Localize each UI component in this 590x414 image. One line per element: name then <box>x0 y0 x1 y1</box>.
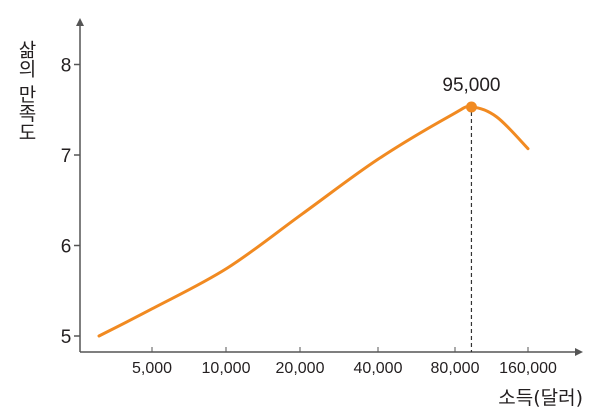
series-line <box>97 105 530 338</box>
peak-point <box>465 101 477 113</box>
x-tick-label: 10,000 <box>202 360 251 377</box>
x-axis-title: 소득(달러) <box>498 387 583 409</box>
x-tick-label: 160,000 <box>499 360 557 377</box>
y-tick-label: 5 <box>61 327 72 348</box>
x-tick-label: 40,000 <box>354 360 403 377</box>
y-axis-title: 삶의 만족도 <box>15 40 37 141</box>
x-ticks: 5,000 10,000 20,000 40,000 80,000 160,000 <box>132 347 557 377</box>
peak-label: 95,000 <box>442 75 500 96</box>
y-axis-arrowhead <box>76 18 84 26</box>
x-tick-label: 20,000 <box>276 360 325 377</box>
x-tick-label: 80,000 <box>431 360 480 377</box>
y-tick-label: 7 <box>61 146 72 167</box>
y-tick-label: 6 <box>61 237 72 258</box>
y-tick-label: 8 <box>61 56 72 77</box>
x-tick-label: 5,000 <box>132 360 172 377</box>
x-axis-arrowhead <box>575 348 583 356</box>
y-ticks: 5 6 7 8 <box>61 56 80 348</box>
axes <box>76 18 583 356</box>
plot-area: 95,000 <box>97 75 530 352</box>
